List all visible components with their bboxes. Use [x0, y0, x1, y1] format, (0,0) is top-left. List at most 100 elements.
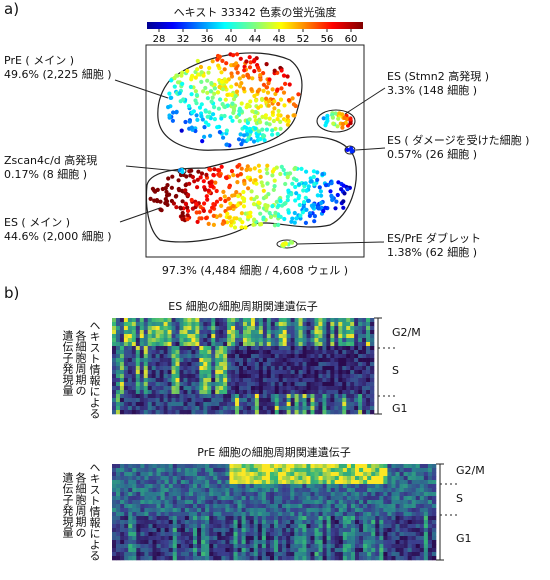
- pre-cell-point: [215, 90, 221, 95]
- heatmap-cell: [112, 378, 117, 383]
- es-cell-point: [260, 183, 265, 188]
- heatmap-cell: [322, 354, 327, 359]
- heatmap-cell: [249, 536, 255, 541]
- heatmap-cell: [127, 322, 133, 327]
- heatmap-cell: [306, 492, 311, 497]
- heatmap-cell: [241, 556, 246, 561]
- heatmap-cell: [286, 342, 291, 347]
- heatmap-cell: [306, 504, 311, 509]
- heatmap-cell: [314, 556, 319, 561]
- heatmap-cell: [246, 354, 252, 359]
- heatmap-cell: [124, 492, 129, 497]
- heatmap-cell: [124, 516, 129, 521]
- heatmap-cell: [201, 476, 206, 481]
- heatmap-cell: [306, 330, 311, 335]
- heatmap-cell: [209, 488, 214, 493]
- heatmap-cell: [132, 464, 137, 469]
- heatmap-cell: [156, 540, 161, 545]
- heatmap-cell: [119, 362, 125, 367]
- heatmap-cell: [253, 520, 259, 525]
- heatmap-cell: [237, 524, 242, 529]
- heatmap-cell: [306, 468, 311, 473]
- heatmap-cell: [159, 410, 164, 415]
- heatmap-cell: [310, 318, 315, 323]
- heatmap-cell: [195, 330, 200, 335]
- heatmap-cell: [395, 468, 400, 473]
- heatmap-cell: [290, 476, 295, 481]
- es-cell-point: [165, 202, 170, 207]
- heatmap-cell: [217, 480, 222, 485]
- heatmap-cell: [282, 334, 287, 339]
- heatmap-cell: [391, 532, 396, 537]
- heatmap-cell: [237, 504, 242, 509]
- pre-cell-point: [196, 72, 201, 77]
- heatmap-cell: [346, 342, 351, 347]
- heatmap-cell: [147, 334, 152, 339]
- heatmap-cell: [431, 476, 437, 481]
- heatmap-cell: [427, 524, 433, 529]
- heatmap-cell: [310, 382, 315, 387]
- heatmap-cell: [112, 386, 117, 391]
- heatmap-cell: [239, 394, 244, 399]
- heatmap-cell: [270, 346, 276, 351]
- heatmap-cell: [201, 516, 206, 521]
- heatmap-cell: [326, 504, 331, 509]
- heatmap-cell: [286, 492, 291, 497]
- heatmap-cell: [338, 398, 343, 403]
- heatmap-cell: [205, 464, 210, 469]
- heatmap-cell: [334, 528, 340, 533]
- heatmap-cell: [367, 548, 372, 553]
- heatmap-cell: [250, 382, 256, 387]
- heatmap-cell: [415, 532, 421, 537]
- heatmap-cell: [136, 512, 141, 517]
- heatmap-cell: [139, 398, 145, 403]
- pre-cell-point: [239, 142, 244, 147]
- heatmap-cell: [176, 552, 182, 557]
- pre-cell-point: [272, 68, 277, 73]
- heatmap-cell: [310, 322, 315, 327]
- heatmap-cell: [195, 354, 200, 359]
- heatmap-cell: [193, 540, 198, 545]
- heatmap-cell: [112, 532, 117, 537]
- heatmap-cell: [164, 484, 169, 489]
- heatmap-cell: [282, 488, 287, 493]
- heatmap-cell: [383, 536, 388, 541]
- heatmap-cell: [144, 484, 149, 489]
- pre-cell-point: [234, 66, 239, 71]
- heatmap-cell: [207, 378, 212, 383]
- heatmap-cell: [215, 330, 220, 335]
- heatmap-cell: [346, 476, 352, 481]
- heatmap-cell: [261, 552, 267, 557]
- heatmap-cell: [135, 410, 141, 415]
- heatmap-cell: [112, 358, 117, 363]
- heatmap-cell: [187, 346, 192, 351]
- heatmap-cell: [270, 390, 276, 395]
- es-cell-point: [180, 199, 185, 204]
- heatmap-cell: [346, 378, 351, 383]
- heatmap-cell: [127, 366, 133, 371]
- es-cell-point: [222, 194, 227, 199]
- heatmap-es-phase-g1: G1: [392, 402, 408, 415]
- heatmap-cell: [415, 476, 421, 481]
- heatmap-cell: [217, 520, 222, 525]
- heatmap-cell: [223, 350, 228, 355]
- heatmap-cell: [188, 508, 194, 513]
- heatmap-cell: [168, 548, 174, 553]
- heatmap-cell: [197, 544, 202, 549]
- heatmap-cell: [310, 544, 315, 549]
- heatmap-cell: [370, 370, 375, 375]
- heatmap-cell: [427, 476, 433, 481]
- heatmap-cell: [164, 544, 169, 549]
- heatmap-cell: [346, 358, 351, 363]
- heatmap-cell: [176, 500, 182, 505]
- heatmap-cell: [187, 402, 192, 407]
- heatmap-cell: [163, 394, 168, 399]
- heatmap-cell: [188, 516, 194, 521]
- heatmap-cell: [282, 524, 287, 529]
- heatmap-cell: [207, 382, 212, 387]
- heatmap-cell: [318, 464, 323, 469]
- es-cell-point: [214, 188, 219, 194]
- heatmap-cell: [338, 334, 343, 339]
- heatmap-cell: [209, 532, 214, 537]
- heatmap-cell: [191, 370, 196, 375]
